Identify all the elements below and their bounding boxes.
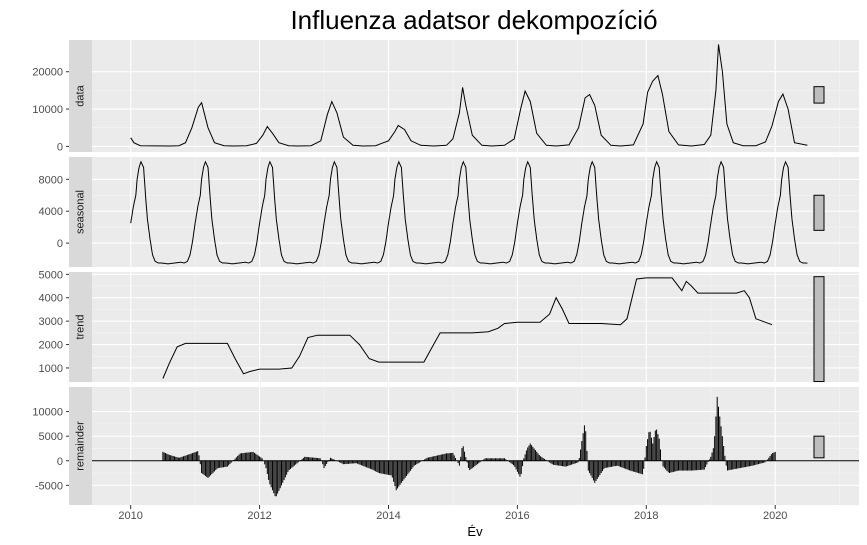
y-tick-label: 0 <box>57 456 63 468</box>
y-tick-label: 2000 <box>39 340 63 352</box>
y-tick-label: 0 <box>57 238 63 250</box>
strip-label-seasonal: seasonal <box>74 190 86 234</box>
panel-trend: 1000 2000 3000 4000 5000 trend <box>39 269 859 383</box>
panel-background <box>92 40 859 152</box>
x-tick-label: 2018 <box>634 510 658 522</box>
panel-seasonal: 0 4000 8000 seasonal <box>39 157 859 267</box>
scale-bar <box>813 276 825 383</box>
y-tick-label: 4000 <box>39 206 63 218</box>
strip-background <box>69 157 92 267</box>
y-tick-label: 3000 <box>39 316 63 328</box>
panel-background <box>92 157 859 267</box>
y-tick-label: 1000 <box>39 363 63 375</box>
y-tick-label: 10000 <box>32 104 63 116</box>
scale-bar <box>813 86 825 104</box>
y-tick-label: 10000 <box>32 407 63 419</box>
strip-background <box>69 40 92 152</box>
scale-bar <box>813 435 825 459</box>
y-tick-label: 20000 <box>32 67 63 79</box>
scale-bar <box>813 194 825 231</box>
x-tick-label: 2016 <box>505 510 529 522</box>
y-tick-label: 5000 <box>39 269 63 281</box>
series-line-trend <box>162 277 773 379</box>
panel-data: 0 10000 20000 data <box>32 40 859 153</box>
x-axis: 2010 2012 2014 2016 2018 2020 <box>118 505 787 522</box>
panel-background <box>92 387 859 505</box>
x-axis-title: Év <box>467 524 483 539</box>
chart-title: Influenza adatsor dekompozíció <box>290 5 657 35</box>
strip-background <box>69 272 92 382</box>
panels-group: 01000020000data040008000seasonal10002000… <box>32 40 859 505</box>
y-tick-label: 0 <box>57 141 63 153</box>
panel-remainder: -5000 0 5000 10000 remainder <box>32 387 859 505</box>
strip-label-data: data <box>74 84 86 106</box>
y-tick-label: 5000 <box>39 431 63 443</box>
x-tick-label: 2014 <box>376 510 400 522</box>
y-tick-label: 8000 <box>39 174 63 186</box>
series-line-seasonal <box>130 160 808 265</box>
strip-background <box>69 387 92 505</box>
x-tick-label: 2012 <box>247 510 271 522</box>
series-line-data <box>130 44 808 147</box>
y-tick-label: -5000 <box>35 480 63 492</box>
panel-background <box>92 272 859 382</box>
y-tick-label: 4000 <box>39 293 63 305</box>
x-tick-label: 2020 <box>763 510 787 522</box>
strip-label-remainder: remainder <box>74 421 86 471</box>
x-tick-label: 2010 <box>118 510 142 522</box>
strip-label-trend: trend <box>74 314 86 339</box>
